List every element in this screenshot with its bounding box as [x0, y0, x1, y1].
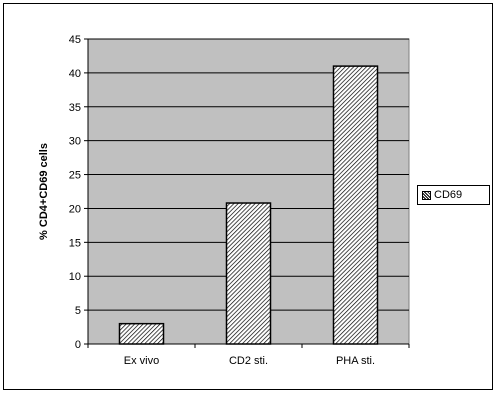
y-axis-label: % CD4+CD69 cells [38, 143, 50, 240]
x-tick-label: CD2 sti. [229, 355, 268, 367]
y-tick-label: 5 [75, 305, 81, 317]
bar [225, 202, 272, 345]
y-tick-label: 15 [69, 237, 81, 249]
y-tick-label: 25 [69, 170, 81, 182]
y-tick-label: 45 [69, 34, 81, 46]
x-tick-label: PHA sti. [336, 355, 375, 367]
y-tick-label: 35 [69, 102, 81, 114]
x-tick-label: Ex vivo [124, 355, 159, 367]
legend-swatch [422, 190, 431, 200]
bar [118, 322, 165, 345]
bars [118, 65, 379, 345]
legend: CD69 [417, 185, 490, 205]
y-tick-label: 20 [69, 203, 81, 215]
y-tick-label: 30 [69, 136, 81, 148]
legend-label-cd69: CD69 [434, 189, 463, 201]
axes [87, 39, 409, 345]
y-tick-label: 10 [69, 271, 81, 283]
y-ticks: 0 5 10 15 20 25 30 35 40 45 [69, 34, 88, 351]
x-ticks: Ex vivo CD2 sti. PHA sti. [87, 344, 410, 367]
bar [332, 65, 379, 345]
y-tick-label: 40 [69, 68, 81, 80]
y-tick-label: 0 [75, 339, 81, 351]
